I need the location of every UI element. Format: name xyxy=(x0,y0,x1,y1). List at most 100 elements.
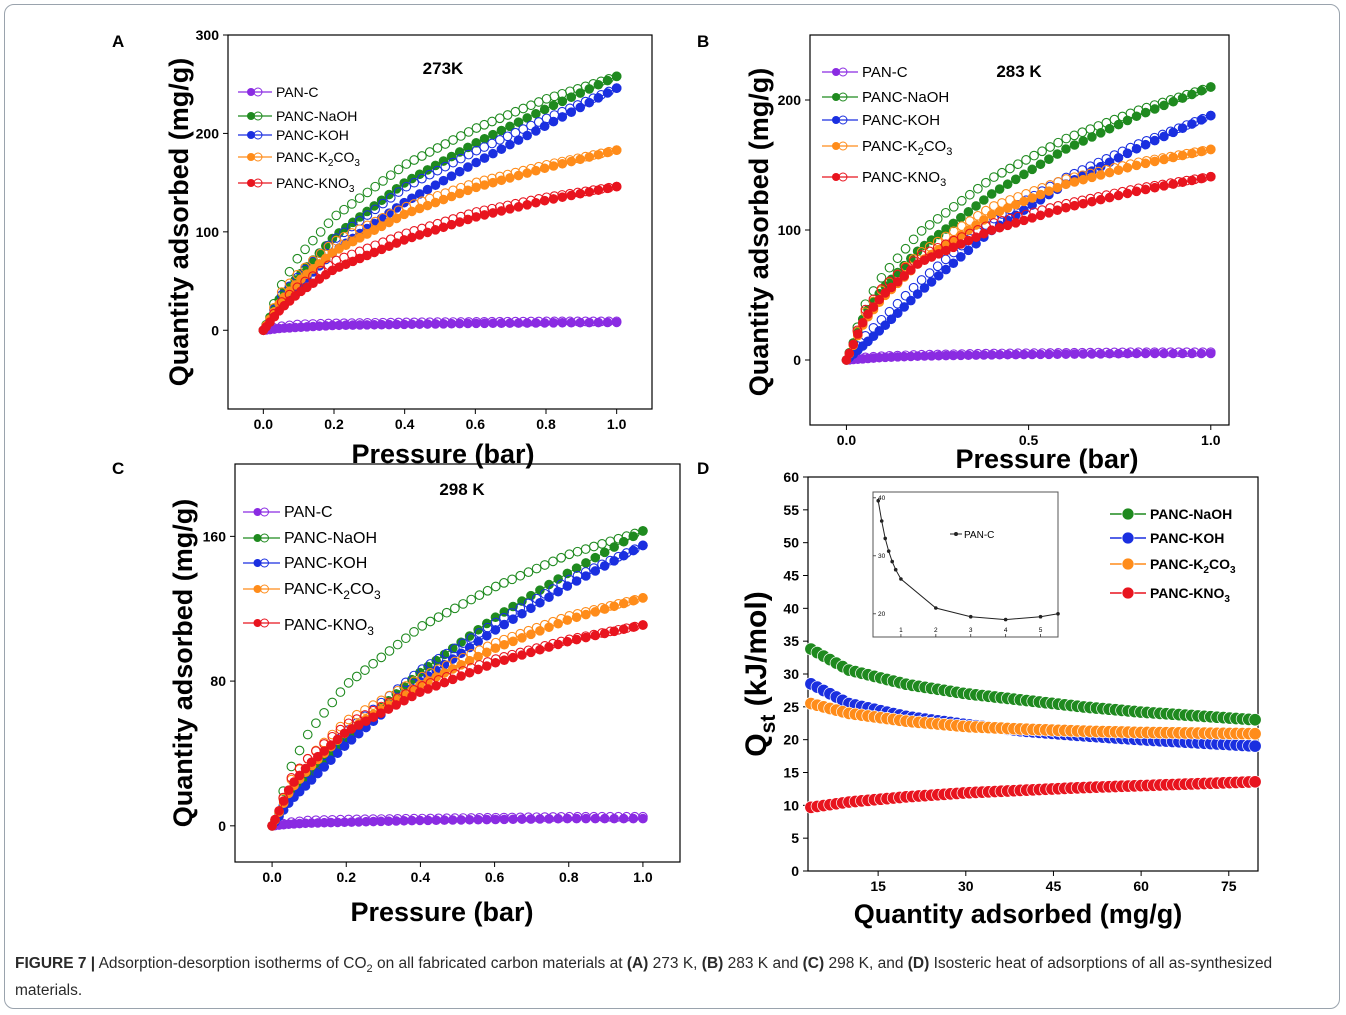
adsorption-point xyxy=(369,225,380,236)
legend-marker-open-pan-c xyxy=(260,507,269,517)
legend-marker-panc-koh xyxy=(1121,531,1135,545)
adsorption-point xyxy=(463,185,473,196)
axes-c: 0.0 0.2 0.4 0.6 0.8 1.0 0 80 160 xyxy=(203,528,653,885)
adsorption-point xyxy=(490,625,501,635)
adsorption-point xyxy=(471,138,481,148)
adsorption-point xyxy=(463,214,473,225)
adsorption-point xyxy=(446,219,457,230)
inset-x-tick-label: 4 xyxy=(1004,627,1008,634)
adsorption-point xyxy=(609,556,619,566)
adsorption-point xyxy=(456,660,466,670)
adsorption-point xyxy=(1113,165,1124,175)
inset-legend-label: PAN-C xyxy=(964,530,994,541)
x-tick-label: 0.4 xyxy=(395,416,415,432)
adsorption-point xyxy=(1177,93,1188,103)
adsorption-point xyxy=(553,574,563,584)
legend-b: PAN-C PANC-NaOH PANC-KOH PANC-K2CO3 PANC… xyxy=(822,64,952,189)
desorption-point xyxy=(385,170,396,181)
x-tick-label: 0.0 xyxy=(837,432,857,448)
adsorption-point xyxy=(562,615,573,625)
legend-marker-open-panc-kno3 xyxy=(260,618,269,628)
adsorption-point xyxy=(1019,169,1029,180)
adsorption-point xyxy=(956,212,966,223)
desorption-point xyxy=(331,235,342,246)
adsorption-point xyxy=(473,651,483,662)
desorption-point xyxy=(466,594,477,605)
adsorption-point xyxy=(1002,179,1013,190)
adsorption-point xyxy=(1027,164,1037,175)
desorption-point xyxy=(424,147,435,157)
adsorption-point xyxy=(994,184,1005,194)
adsorption-point xyxy=(505,173,515,183)
desorption-point xyxy=(972,183,983,194)
adsorption-point xyxy=(446,318,457,329)
adsorption-point xyxy=(566,190,577,201)
desorption-point xyxy=(1029,150,1039,161)
inset-d: 1 2 3 4 5 20 30 40 PAN-C xyxy=(872,491,1060,638)
adsorption-point xyxy=(602,317,613,328)
adsorption-point xyxy=(575,154,586,165)
x-tick-label: 0.6 xyxy=(485,869,505,885)
adsorption-point xyxy=(1087,172,1097,183)
adsorption-line xyxy=(262,87,617,331)
desorption-point xyxy=(479,142,490,152)
series-pan-c xyxy=(267,811,648,831)
caption-a: (A) xyxy=(626,955,649,972)
y-tick-label: 45 xyxy=(783,568,799,584)
adsorption-point xyxy=(1122,348,1133,359)
adsorption-point xyxy=(857,317,868,328)
caption-text-2: on all fabricated carbon materials at xyxy=(372,955,627,972)
adsorption-point xyxy=(557,317,568,328)
inset-marks xyxy=(876,498,1060,622)
adsorption-point xyxy=(361,716,371,726)
x-tick-label: 75 xyxy=(1221,878,1237,894)
adsorption-point xyxy=(339,741,350,751)
marks-b xyxy=(841,82,1216,365)
adsorption-point xyxy=(1140,184,1151,195)
x-tick-label: 0.8 xyxy=(536,416,556,432)
adsorption-point xyxy=(941,264,951,275)
adsorption-point xyxy=(863,309,873,319)
x-tick-label: 1.0 xyxy=(1201,432,1221,448)
adsorption-point xyxy=(590,630,601,641)
desorption-point xyxy=(335,687,346,697)
inset-point xyxy=(886,549,891,553)
adsorption-point xyxy=(1177,177,1188,188)
adsorption-point xyxy=(473,814,483,825)
adsorption-point xyxy=(539,104,550,115)
xlabel-d: Quantity adsorbed (mg/g) xyxy=(854,899,1183,929)
adsorption-point xyxy=(1205,171,1216,182)
adsorption-point xyxy=(513,202,524,212)
desorption-point xyxy=(916,275,927,285)
adsorption-point xyxy=(618,624,629,635)
adsorption-point xyxy=(638,813,648,824)
adsorption-point xyxy=(1095,349,1106,359)
adsorption-point xyxy=(581,571,591,581)
adsorption-point xyxy=(628,545,639,556)
adsorption-point xyxy=(544,642,554,652)
adsorption-point xyxy=(464,631,475,641)
adsorption-point xyxy=(618,550,629,561)
desorption-point xyxy=(948,201,959,212)
adsorption-point xyxy=(1205,82,1216,92)
legend-c: PAN-C PANC-NaOH PANC-KOH PANC-K2CO3 PANC… xyxy=(243,504,381,638)
adsorption-point xyxy=(513,318,524,328)
adsorption-point xyxy=(971,201,981,211)
adsorption-point xyxy=(300,763,311,774)
adsorption-point xyxy=(548,116,559,127)
adsorption-point xyxy=(1035,159,1046,170)
caption-text-6: Isosteric heat of adsorptions of all as-… xyxy=(15,955,1273,1000)
adsorption-point xyxy=(313,751,323,762)
x-tick-label: 0.4 xyxy=(411,869,431,885)
adsorption-point xyxy=(1078,198,1088,209)
adsorption-point xyxy=(584,187,595,197)
adsorption-point xyxy=(508,614,518,624)
adsorption-point xyxy=(481,814,492,825)
desorption-point xyxy=(964,189,975,200)
desorption-point xyxy=(924,268,935,278)
adsorption-point xyxy=(490,643,501,653)
desorption-point xyxy=(417,151,427,161)
adsorption-point xyxy=(414,189,425,199)
x-tick-label: 0.2 xyxy=(337,869,357,885)
y-tick-label: 160 xyxy=(203,528,227,544)
